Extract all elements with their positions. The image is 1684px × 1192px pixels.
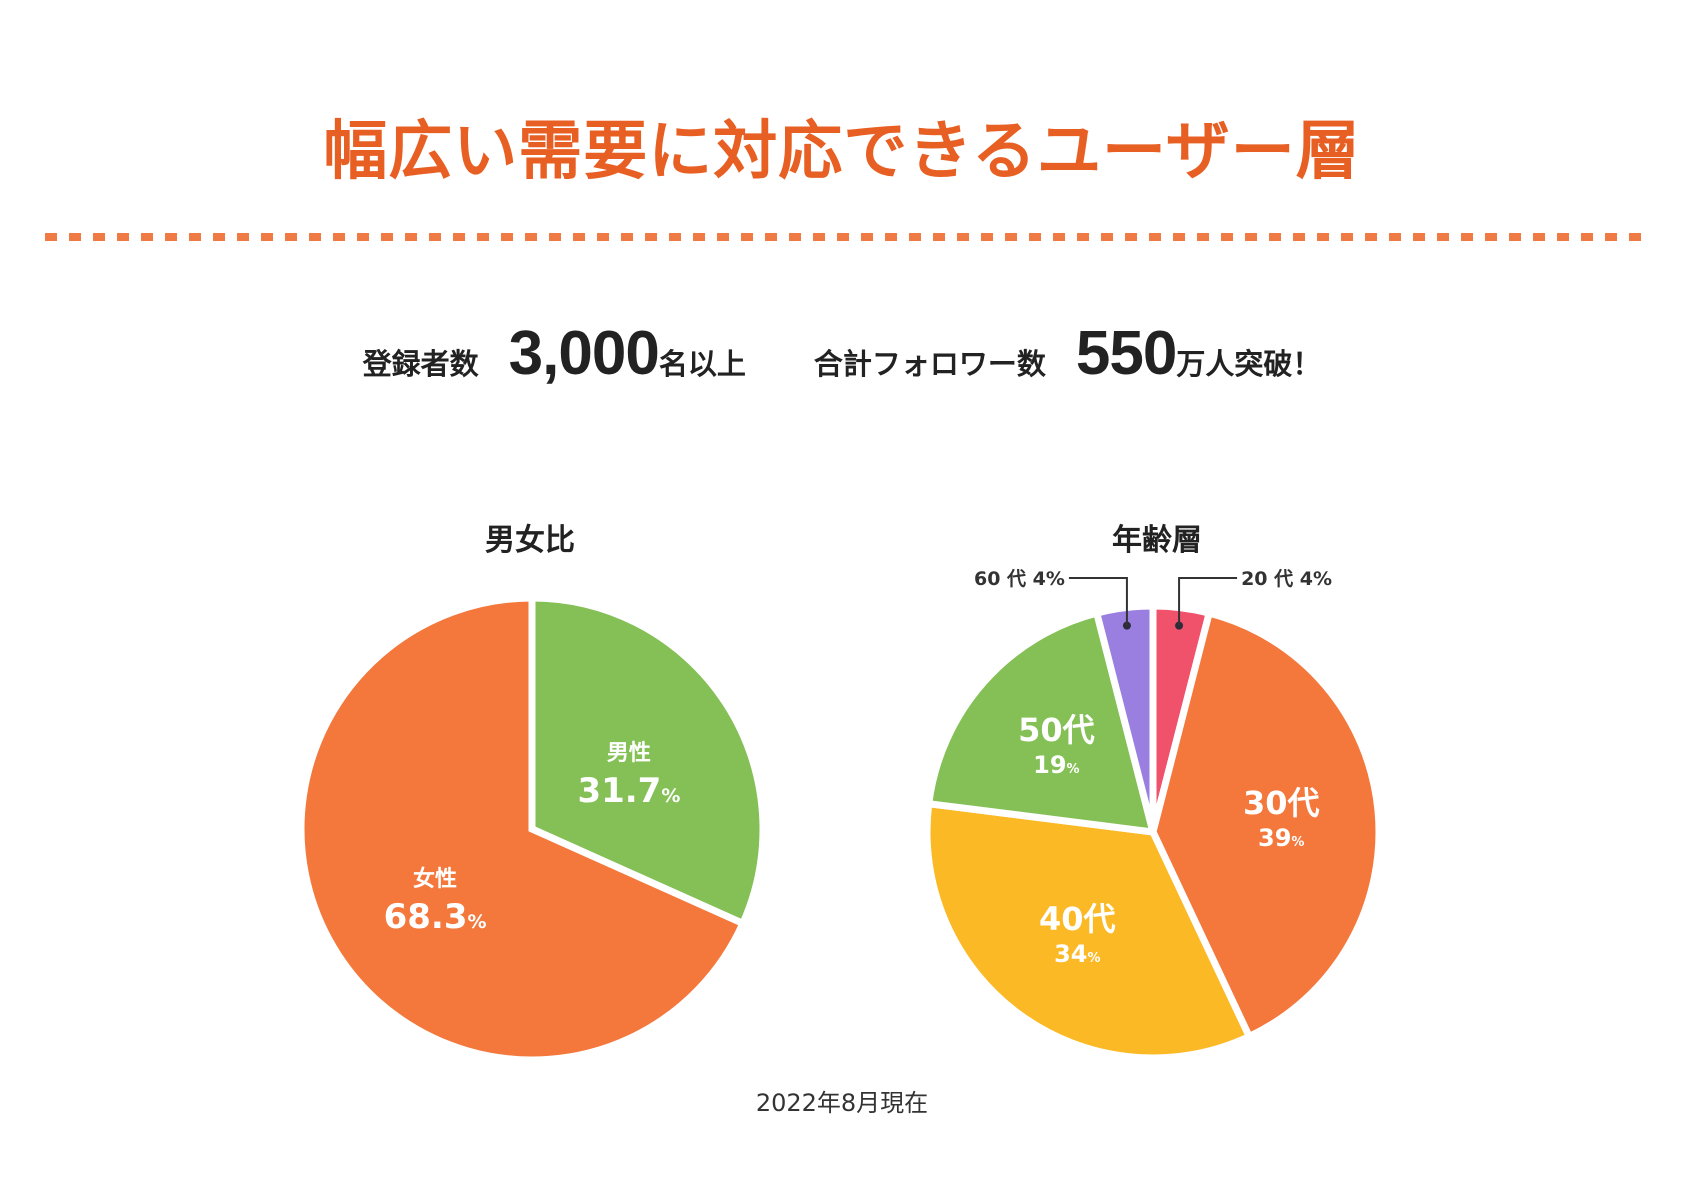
slice-name: 40代 — [1039, 900, 1116, 938]
slice-name: 女性 — [413, 866, 457, 892]
stat-suffix: 万人突破！ — [1176, 347, 1322, 381]
age-chart-title: 年齢層 — [1112, 523, 1202, 558]
stats-row: 登録者数 3,000 名以上 合計フォロワー数 550 万人突破！ — [0, 318, 1684, 389]
gender-chart-title: 男女比 — [485, 523, 575, 558]
pie-slice-男性 — [528, 594, 767, 929]
pie-slice-50代 — [924, 608, 1158, 837]
pie-slice-女性 — [297, 594, 748, 1064]
slice-value: 19% — [1033, 751, 1079, 779]
callout-label: 60 代 4% — [974, 568, 1065, 590]
slice-name: 50代 — [1018, 711, 1095, 749]
stat-suffix: 名以上 — [658, 347, 746, 381]
as-of-date-note: 2022年8月現在 — [755, 1089, 929, 1117]
callout-label: 20 代 4% — [1241, 568, 1332, 590]
stat-label: 合計フォロワー数 — [813, 347, 1046, 381]
stat-value: 3,000 — [508, 319, 660, 388]
stat-registrants: 登録者数 3,000 名以上 — [363, 318, 746, 389]
callout-leader-line — [1068, 577, 1128, 626]
slice-name: 30代 — [1243, 784, 1320, 822]
pie-slice-40代 — [923, 799, 1254, 1062]
callout-leader-line — [1178, 577, 1238, 626]
dotted-divider — [45, 233, 1645, 241]
stat-label: 登録者数 — [362, 347, 479, 381]
stat-followers: 合計フォロワー数 550 万人突破！ — [814, 318, 1321, 389]
pie-slice-60代 — [1092, 602, 1157, 833]
pie-slice-30代 — [1149, 608, 1383, 1042]
slice-name: 男性 — [607, 741, 651, 766]
slice-value: 34% — [1054, 940, 1100, 968]
stat-value: 550 — [1075, 319, 1177, 388]
page-title: 幅広い需要に対応できるユーザー層 — [323, 115, 1361, 189]
